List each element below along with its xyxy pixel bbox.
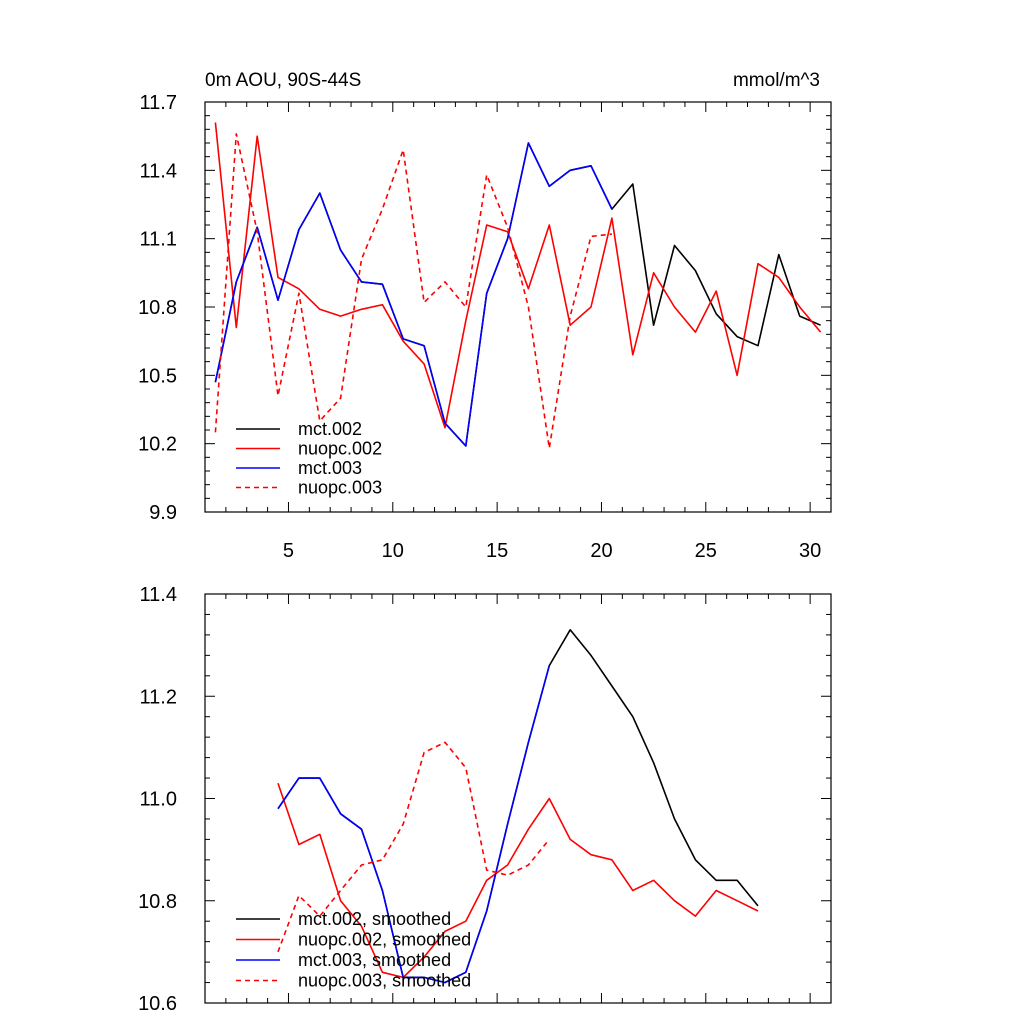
series-line-mct-003 [214,142,613,447]
y-tick-label: 9.9 [149,502,177,524]
legend-label: mct.002 [298,419,362,439]
y-tick-label: 11.1 [140,229,177,251]
legend-label: nuopc.003, smoothed [298,971,471,991]
x-tick-label: 30 [799,540,821,562]
series-line-nuopc-002-smoothed [277,782,759,979]
y-tick-label: 10.8 [138,891,177,913]
y-tick-label: 11.4 [140,160,177,182]
y-tick-label: 10.2 [138,434,177,456]
y-tick-label: 11.4 [140,584,177,606]
series-line-mct-003-smoothed [277,665,551,984]
series-line-nuopc-003-smoothed [277,741,550,953]
x-tick-label: 25 [695,540,717,562]
y-tick-label: 11.0 [140,789,177,811]
legend-label: nuopc.002, smoothed [298,930,471,950]
top-chart-panel: 0m AOU, 90S-44S mmol/m^3 5 10 15 20 25 30 9.9 1… [138,70,832,562]
x-tick-label: 15 [486,540,508,562]
chart-units-label: mmol/m^3 [733,70,820,91]
legend-label: nuopc.003 [298,478,382,498]
series-line-nuopc-003 [214,133,612,450]
y-tick-label: 11.2 [140,686,177,708]
x-tick-label: 10 [382,540,404,562]
legend-label: mct.002, smoothed [298,909,451,929]
chart-title: 0m AOU, 90S-44S [205,70,361,91]
series-line-nuopc-002 [214,122,822,429]
y-tick-label: 10.8 [138,297,177,319]
y-tick-label: 10.5 [138,365,177,387]
legend-label: mct.003 [298,458,362,478]
y-tick-label: 11.7 [140,92,177,114]
y-tick-label: 10.6 [138,993,177,1015]
legend-label: mct.003, smoothed [298,950,451,970]
legend-label: nuopc.002 [298,439,382,459]
x-tick-label: 20 [590,540,612,562]
x-tick-label: 5 [283,540,294,562]
